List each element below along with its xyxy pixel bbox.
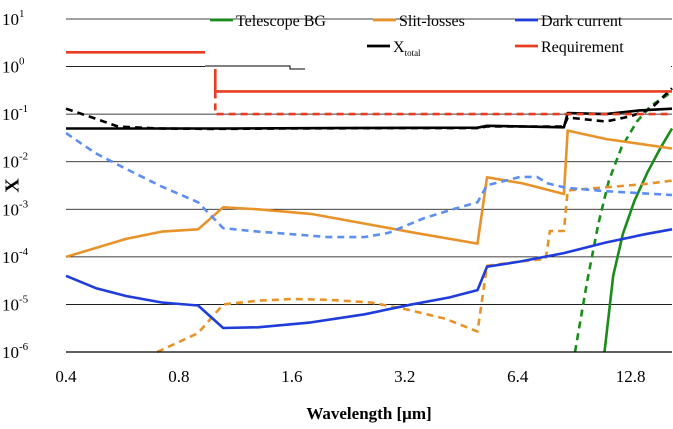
y-tick-label: 10-2 [2,151,28,172]
y-tick-label: 10-1 [2,103,28,124]
series-layer [65,51,673,354]
legend-label: Slit-losses [399,13,465,30]
legend-notch [205,65,305,70]
y-tick-label: 10-6 [2,341,29,362]
y-tick-labels: 101 100 10-1 10-2 10-3 10-4 10-5 10-6 [2,8,29,362]
y-axis-label: X [2,178,24,193]
x-tick-labels: 0.4 0.8 1.6 3.2 6.4 12.8 [55,367,645,386]
series-line [66,107,673,130]
legend-label: Dark current [541,13,623,30]
series-line [66,51,672,93]
x-tick-label: 0.4 [55,367,77,386]
legend-box [205,20,671,69]
series-line [65,87,673,131]
x-axis-label: Wavelength [μm] [306,404,431,423]
series-line [65,228,673,330]
x-tick-label: 6.4 [507,367,529,386]
y-tick-label: 101 [2,8,25,29]
series-line [156,179,673,354]
y-tick-label: 100 [2,56,25,77]
grid [66,18,672,305]
series-line [65,129,673,259]
legend-label: Telescope BG [236,13,326,30]
x-tick-label: 3.2 [394,367,415,386]
legend: Telescope BG Slit-losses Dark currentXtota… [210,13,624,58]
y-tick-label: 10-3 [2,198,29,219]
x-tick-label: 0.8 [168,367,189,386]
series-line [65,132,673,239]
y-tick-label: 10-5 [2,293,29,314]
x-tick-label: 1.6 [281,367,302,386]
series-line [573,90,673,353]
legend-label-subscript: total [405,48,421,58]
x-tick-label: 12.8 [616,367,646,386]
series-line [214,91,672,116]
legend-label: Requirement [541,39,624,56]
y-tick-label: 10-4 [2,246,29,267]
